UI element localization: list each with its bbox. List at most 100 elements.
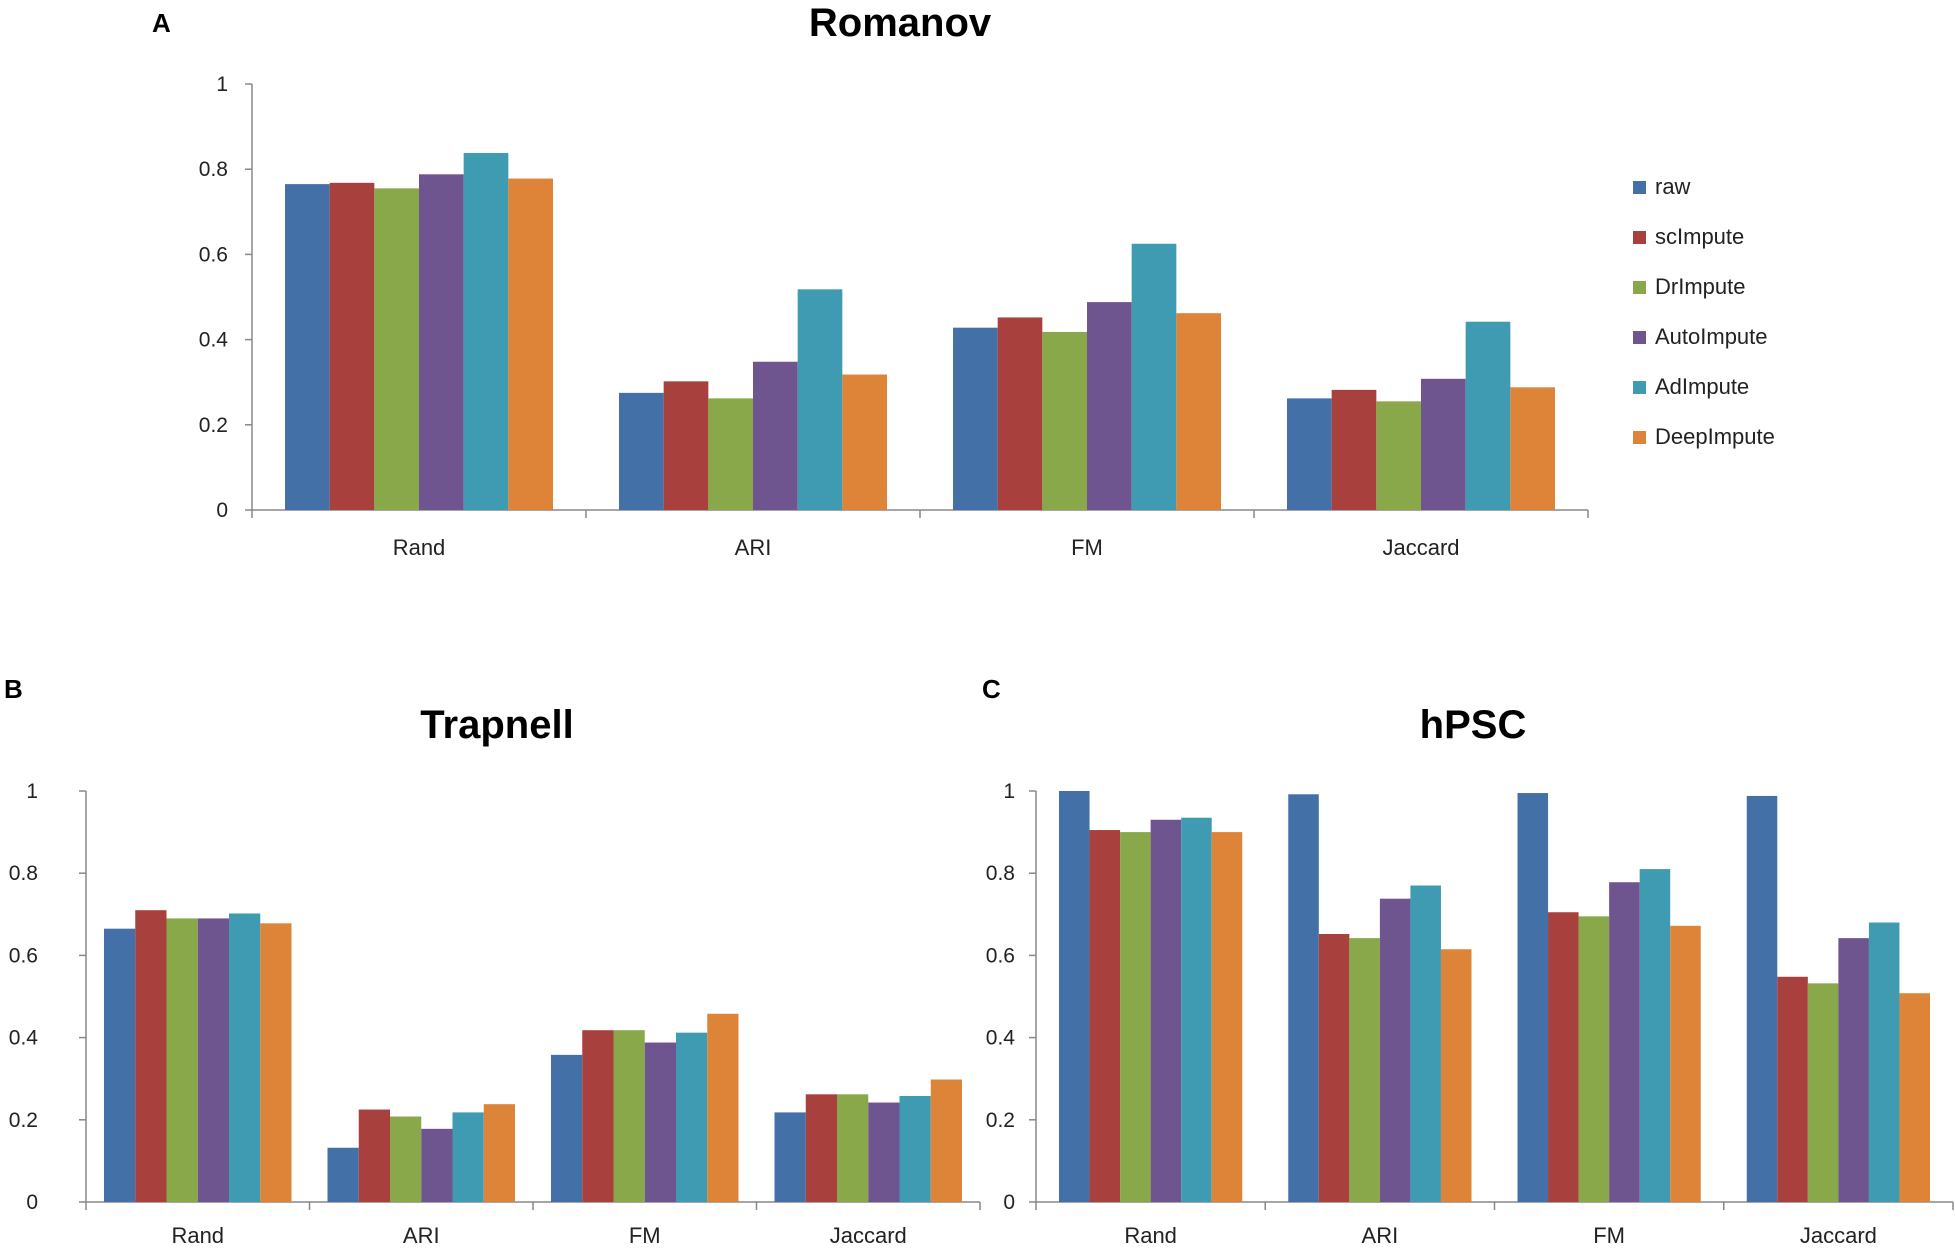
bar-scimpute-ari [358, 1109, 390, 1202]
bar-raw-jaccard [774, 1112, 806, 1202]
bar-adimpute-rand [463, 153, 509, 510]
bar-autoimpute-jaccard [1421, 378, 1466, 510]
bar-drimpute-fm [1042, 331, 1087, 510]
bar-autoimpute-rand [197, 918, 229, 1202]
panel-letter-a: A [152, 8, 171, 38]
legend-swatch-scimpute [1633, 231, 1646, 244]
category-label: FM [1071, 535, 1103, 560]
bar-raw-rand [285, 184, 330, 511]
y-tick-label: 0.6 [9, 944, 38, 967]
bar-autoimpute-fm [644, 1042, 676, 1202]
y-tick-label: 0.6 [986, 944, 1015, 967]
y-tick-label: 0.4 [199, 329, 229, 352]
bar-deepimpute-jaccard [1899, 993, 1930, 1202]
bar-autoimpute-ari [1379, 898, 1411, 1202]
bar-scimpute-jaccard [1331, 389, 1377, 510]
legend-label-drimpute: DrImpute [1655, 274, 1745, 299]
bar-drimpute-jaccard [837, 1094, 869, 1202]
bar-scimpute-ari [663, 381, 709, 510]
category-label: Rand [1124, 1223, 1177, 1248]
y-tick-label: 0.6 [199, 243, 228, 266]
bar-adimpute-ari [452, 1112, 484, 1202]
bar-deepimpute-ari [842, 374, 887, 510]
bar-drimpute-ari [708, 398, 753, 510]
bar-autoimpute-jaccard [1838, 938, 1869, 1202]
bar-adimpute-rand [1181, 817, 1212, 1202]
legend-label-scimpute: scImpute [1655, 224, 1744, 249]
bar-scimpute-fm [997, 317, 1043, 510]
bar-scimpute-jaccard [1777, 976, 1808, 1202]
bar-deepimpute-jaccard [930, 1079, 962, 1202]
bar-scimpute-rand [329, 182, 375, 510]
category-label: ARI [735, 535, 772, 560]
bar-drimpute-rand [374, 188, 419, 510]
panel-letter-b: B [4, 674, 23, 704]
bar-scimpute-fm [1548, 912, 1579, 1202]
category-label: ARI [1362, 1223, 1399, 1248]
legend: raw scImpute DrImpute AutoImpute AdImpute Dee… [1633, 174, 1775, 449]
bar-raw-fm [551, 1054, 583, 1202]
bar-drimpute-jaccard [1807, 983, 1839, 1202]
bar-scimpute-rand [1089, 830, 1121, 1202]
panel-trapnell: B Trapnell 0 0.2 0.4 0.6 0.8 1 Rand ARI FM Jaccar… [4, 674, 981, 1248]
bar-raw-rand [1059, 791, 1090, 1202]
legend-label-raw: raw [1655, 174, 1691, 199]
y-tick-label: 0 [26, 1191, 38, 1214]
bar-drimpute-rand [1120, 832, 1151, 1202]
bar-scimpute-jaccard [805, 1094, 837, 1202]
bar-deepimpute-ari [483, 1104, 515, 1202]
y-tick-label: 0.2 [9, 1109, 38, 1132]
bar-drimpute-ari [1349, 938, 1380, 1202]
bar-autoimpute-jaccard [868, 1102, 900, 1202]
y-tick-label: 0.2 [199, 414, 228, 437]
bar-drimpute-fm [1578, 916, 1610, 1202]
category-label: FM [1593, 1223, 1625, 1248]
bar-adimpute-rand [229, 913, 261, 1202]
bar-raw-ari [1288, 794, 1319, 1202]
bar-adimpute-ari [797, 289, 843, 510]
bar-scimpute-fm [582, 1030, 614, 1202]
bar-adimpute-ari [1410, 885, 1441, 1202]
legend-swatch-drimpute [1633, 281, 1646, 294]
chart-title-romanov: Romanov [809, 1, 992, 45]
bar-scimpute-rand [135, 910, 167, 1202]
bar-raw-jaccard [1746, 795, 1778, 1202]
bar-autoimpute-rand [1150, 819, 1182, 1202]
legend-swatch-adimpute [1633, 381, 1646, 394]
bar-scimpute-ari [1318, 934, 1350, 1202]
y-tick-label: 0 [216, 499, 228, 522]
bar-adimpute-fm [676, 1032, 708, 1202]
bar-drimpute-fm [613, 1030, 645, 1202]
legend-swatch-raw [1633, 181, 1646, 194]
bar-drimpute-ari [390, 1116, 422, 1202]
bar-raw-ari [619, 392, 664, 510]
plot-area-hpsc: 0 0.2 0.4 0.6 0.8 1 Rand ARI FM Jaccard [986, 780, 1954, 1248]
bar-raw-rand [104, 928, 136, 1202]
bar-drimpute-jaccard [1376, 401, 1421, 510]
bar-raw-jaccard [1287, 398, 1332, 510]
bar-deepimpute-rand [508, 178, 553, 510]
y-tick-label: 0.2 [986, 1109, 1015, 1132]
bar-deepimpute-fm [707, 1013, 739, 1202]
bar-raw-ari [327, 1147, 359, 1202]
bar-adimpute-jaccard [1868, 922, 1900, 1202]
category-label: FM [629, 1223, 661, 1248]
bar-autoimpute-rand [419, 174, 464, 510]
chart-title-hpsc: hPSC [1420, 703, 1527, 747]
plot-area-trapnell: 0 0.2 0.4 0.6 0.8 1 Rand ARI FM Jaccard [9, 780, 981, 1248]
category-label: ARI [403, 1223, 440, 1248]
legend-label-deepimpute: DeepImpute [1655, 424, 1775, 449]
bar-autoimpute-fm [1087, 302, 1132, 510]
y-tick-label: 0.8 [199, 158, 228, 181]
legend-label-autoimpute: AutoImpute [1655, 324, 1768, 349]
y-tick-label: 0.4 [986, 1027, 1016, 1050]
legend-label-adimpute: AdImpute [1655, 374, 1749, 399]
bar-deepimpute-fm [1670, 925, 1701, 1202]
category-label: Rand [171, 1223, 224, 1248]
bar-adimpute-fm [1639, 869, 1671, 1202]
panel-romanov: A Romanov 0 0.2 0.4 0.6 0.8 1 Rand ARI FM Jaccard [152, 1, 1589, 560]
y-tick-label: 0.4 [9, 1027, 39, 1050]
y-tick-label: 1 [216, 73, 228, 96]
y-tick-label: 1 [1003, 780, 1015, 803]
